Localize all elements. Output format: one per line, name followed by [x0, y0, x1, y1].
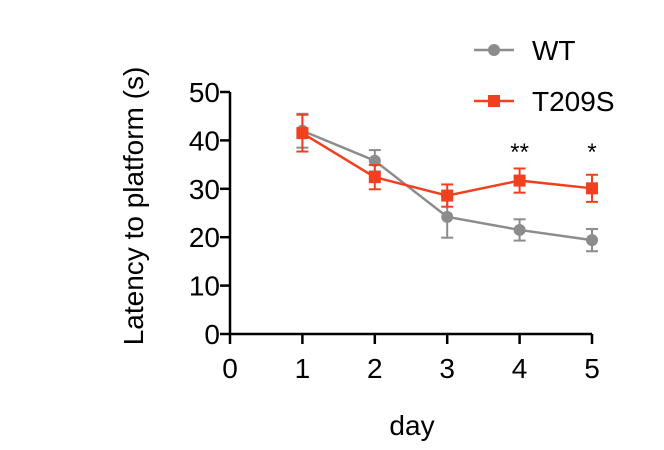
- axes: 0 10 20 30 40 50 0 1 2 3 4 5: [189, 77, 600, 384]
- data-point: [441, 189, 454, 202]
- data-point: [441, 210, 454, 223]
- series-t209s: [296, 113, 598, 208]
- y-tick-label: 0: [204, 319, 220, 350]
- y-tick-label: 10: [189, 271, 220, 302]
- data-point: [368, 154, 381, 167]
- y-tick-label: 50: [189, 77, 220, 108]
- x-axis-title: day: [389, 410, 434, 441]
- legend-item-t209s: T209S: [474, 86, 615, 117]
- x-tick-label: 1: [295, 353, 311, 384]
- legend-label: WT: [532, 35, 576, 66]
- series-group: [296, 112, 598, 253]
- legend-label: T209S: [532, 86, 615, 117]
- annotation-group: ** *: [510, 139, 596, 166]
- data-point: [586, 234, 598, 247]
- series-wt: [296, 112, 598, 253]
- y-axis-title: Latency to platform (s): [118, 67, 149, 346]
- x-tick-label: 4: [512, 353, 528, 384]
- data-point: [513, 174, 526, 187]
- data-point: [368, 171, 381, 184]
- legend: WT T209S: [474, 35, 615, 117]
- x-tick-label: 5: [584, 353, 600, 384]
- significance-label: *: [587, 139, 596, 166]
- y-tick-label: 20: [189, 222, 220, 253]
- x-tick-label: 3: [439, 353, 455, 384]
- data-point: [586, 182, 598, 195]
- data-point: [296, 127, 309, 140]
- x-tick-label: 2: [367, 353, 383, 384]
- legend-item-wt: WT: [474, 35, 576, 66]
- data-point: [513, 223, 526, 236]
- legend-marker: [488, 44, 500, 56]
- significance-label: **: [510, 139, 529, 166]
- x-tick-label: 0: [222, 353, 238, 384]
- y-tick-label: 30: [189, 174, 220, 205]
- y-tick-label: 40: [189, 125, 220, 156]
- legend-marker: [488, 95, 500, 107]
